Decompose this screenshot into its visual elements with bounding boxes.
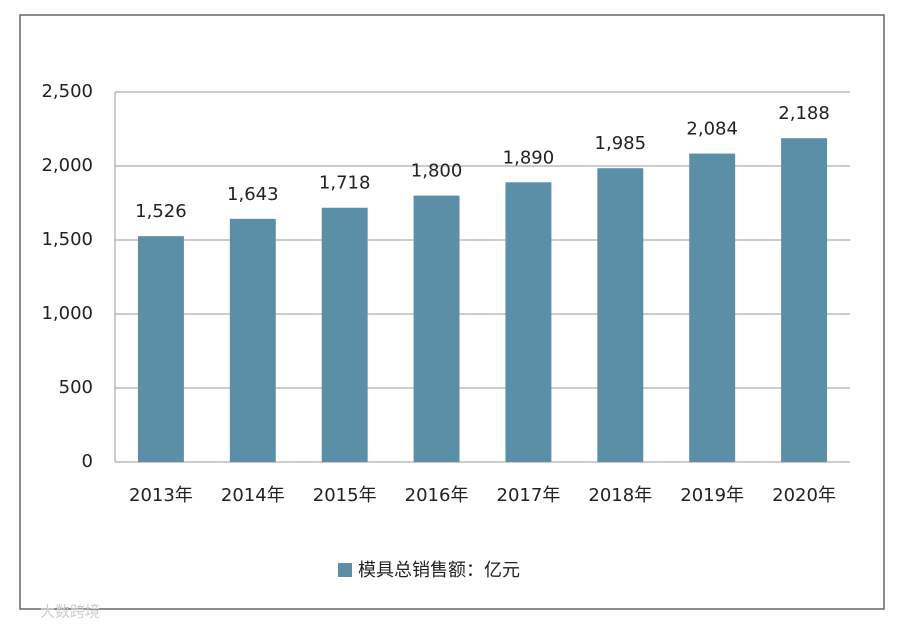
x-tick-label: 2016年	[405, 485, 469, 506]
x-tick-label: 2015年	[313, 485, 377, 506]
bar	[229, 218, 276, 462]
x-tick-label: 2020年	[772, 485, 836, 506]
watermark: 大数跨境	[40, 603, 100, 621]
bar	[781, 138, 828, 462]
data-label: 1,800	[411, 161, 463, 182]
data-label: 1,718	[319, 173, 371, 194]
bar	[597, 168, 644, 462]
data-label: 1,985	[595, 133, 647, 154]
data-label: 1,526	[135, 201, 187, 222]
legend-swatch	[338, 563, 352, 577]
x-tick-label: 2014年	[221, 485, 285, 506]
x-tick-label: 2019年	[680, 485, 744, 506]
data-label: 1,643	[227, 184, 279, 205]
y-tick-label: 2,500	[41, 81, 93, 102]
bar	[505, 182, 552, 462]
bar	[413, 195, 460, 462]
y-tick-label: 0	[82, 451, 93, 472]
data-label: 2,084	[686, 119, 738, 140]
legend-label: 模具总销售额：亿元	[358, 560, 520, 581]
bar	[321, 207, 368, 462]
data-label: 2,188	[778, 103, 830, 124]
x-tick-label: 2018年	[588, 485, 652, 506]
x-tick-label: 2013年	[129, 485, 193, 506]
y-tick-label: 1,500	[41, 229, 93, 250]
x-tick-label: 2017年	[497, 485, 561, 506]
y-tick-label: 2,000	[41, 155, 93, 176]
bar	[689, 153, 736, 462]
data-label: 1,890	[503, 147, 555, 168]
bar	[137, 236, 184, 462]
y-tick-label: 500	[59, 377, 93, 398]
y-tick-label: 1,000	[41, 303, 93, 324]
